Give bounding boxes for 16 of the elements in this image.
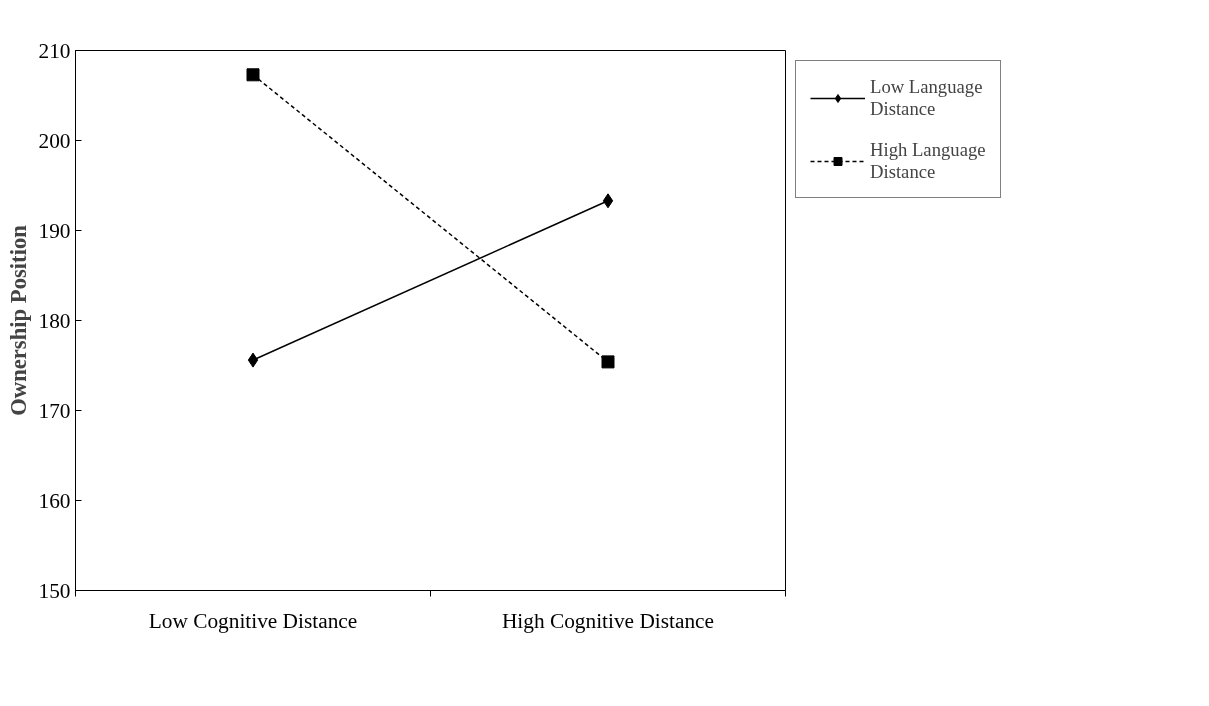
x-tick-label: High Cognitive Distance — [501, 608, 715, 633]
point — [601, 355, 615, 369]
y-tick-label: 150 — [38, 578, 71, 603]
point — [247, 352, 259, 368]
y-axis-title: Ownership Position — [5, 224, 31, 416]
y-tick-label: 210 — [38, 38, 71, 63]
y-tick-label: 200 — [38, 128, 71, 153]
legend-label: Low Language Distance — [870, 75, 983, 120]
y-tick-label: 190 — [38, 218, 71, 243]
point — [602, 193, 614, 209]
y-tick-label: 160 — [38, 488, 71, 513]
y-tick-label: 180 — [38, 308, 71, 333]
point — [246, 68, 260, 82]
x-tick-label: Low Cognitive Distance — [148, 608, 358, 633]
y-tick-label: 170 — [38, 398, 71, 423]
legend-label: High Language Distance — [870, 138, 986, 183]
